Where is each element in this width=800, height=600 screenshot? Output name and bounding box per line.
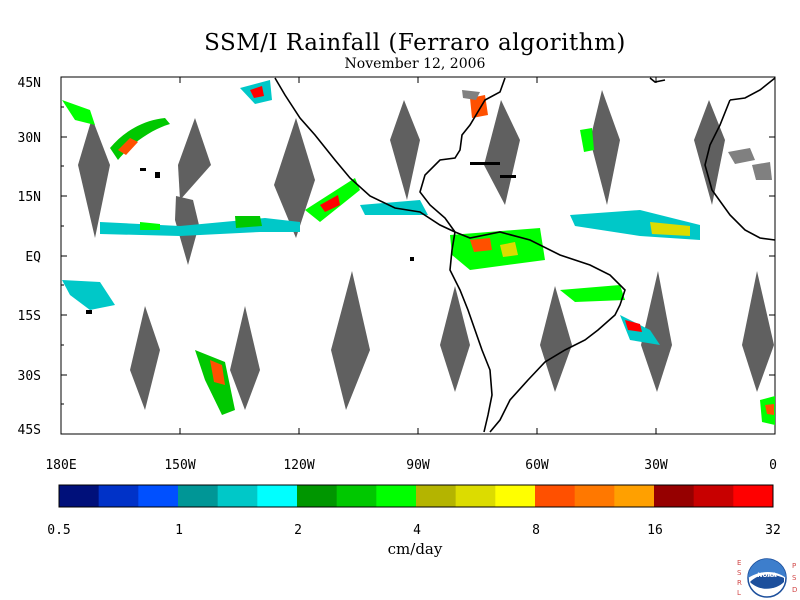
lat-label: 15N [18, 190, 41, 205]
lat-label: 30S [18, 369, 41, 384]
logo-center-text: NOAA [757, 572, 777, 579]
lat-labels: 45N 30N 15N EQ 15S 30S 45S [18, 76, 42, 438]
map-date: November 12, 2006 [344, 56, 486, 72]
lon-label: 90W [406, 458, 430, 473]
colorbar-tick: 16 [647, 523, 663, 538]
logo-right-letter: D [792, 586, 797, 594]
colorbar-swatch [733, 485, 774, 507]
colorbar-swatch [59, 485, 100, 507]
lat-label: 45S [18, 423, 41, 438]
colorbar-labels: 0.5 1 2 4 8 16 32 [47, 523, 781, 538]
colorbar-swatch [138, 485, 179, 507]
colorbar-swatch [495, 485, 536, 507]
logo-left-letter: L [737, 589, 741, 597]
lon-label: 120W [283, 458, 314, 473]
islands [86, 162, 516, 314]
land-gray-patches [462, 90, 772, 180]
logo-right-letter: S [792, 574, 797, 582]
swath-gaps [78, 90, 774, 410]
colorbar-swatch [217, 485, 258, 507]
logo-left-letter: E [737, 559, 741, 567]
colorbar-unit: cm/day [387, 540, 443, 558]
colorbar-swatch [257, 485, 298, 507]
colorbar-swatch [297, 485, 338, 507]
lat-label: 30N [18, 131, 41, 146]
lon-label: 150W [164, 458, 195, 473]
lat-label: 45N [18, 76, 41, 91]
colorbar-tick: 32 [765, 523, 781, 538]
lon-label: 0 [769, 458, 777, 473]
logo-left-letter: S [737, 569, 742, 577]
colorbar-swatch [614, 485, 655, 507]
logo-right-letter: P [792, 562, 796, 570]
lon-label: 30W [644, 458, 668, 473]
colorbar-tick: 4 [413, 523, 421, 538]
noaa-esrl-psd-logo: E S R L P S D NOAA [736, 556, 798, 600]
colorbar-swatch [98, 485, 139, 507]
map-title: SSM/I Rainfall (Ferraro algorithm) [204, 30, 626, 56]
lat-label: EQ [25, 250, 41, 265]
lon-label: 180E [45, 458, 76, 473]
colorbar-frame [58, 484, 774, 508]
coastlines [274, 77, 776, 433]
colorbar-swatch [654, 485, 695, 507]
lat-label: 15S [18, 309, 41, 324]
axis-ticks [61, 76, 775, 435]
colorbar-swatch [416, 485, 457, 507]
lon-labels: 180E 150W 120W 90W 60W 30W 0 [45, 458, 777, 473]
lon-label: 60W [525, 458, 549, 473]
colorbar-tick: 2 [294, 523, 302, 538]
colorbar-swatch [574, 485, 615, 507]
colorbar-tick: 1 [175, 523, 183, 538]
colorbar-swatch [178, 485, 219, 507]
colorbar-swatch [693, 485, 734, 507]
logo-left-letter: R [737, 579, 742, 587]
colorbar-swatch [455, 485, 496, 507]
colorbar [58, 484, 774, 508]
colorbar-tick: 8 [532, 523, 540, 538]
colorbar-swatch [376, 485, 417, 507]
colorbar-swatch [336, 485, 377, 507]
rain-cells [62, 80, 775, 425]
colorbar-tick: 0.5 [47, 523, 70, 538]
map-panel [60, 76, 776, 435]
colorbar-swatch [535, 485, 576, 507]
